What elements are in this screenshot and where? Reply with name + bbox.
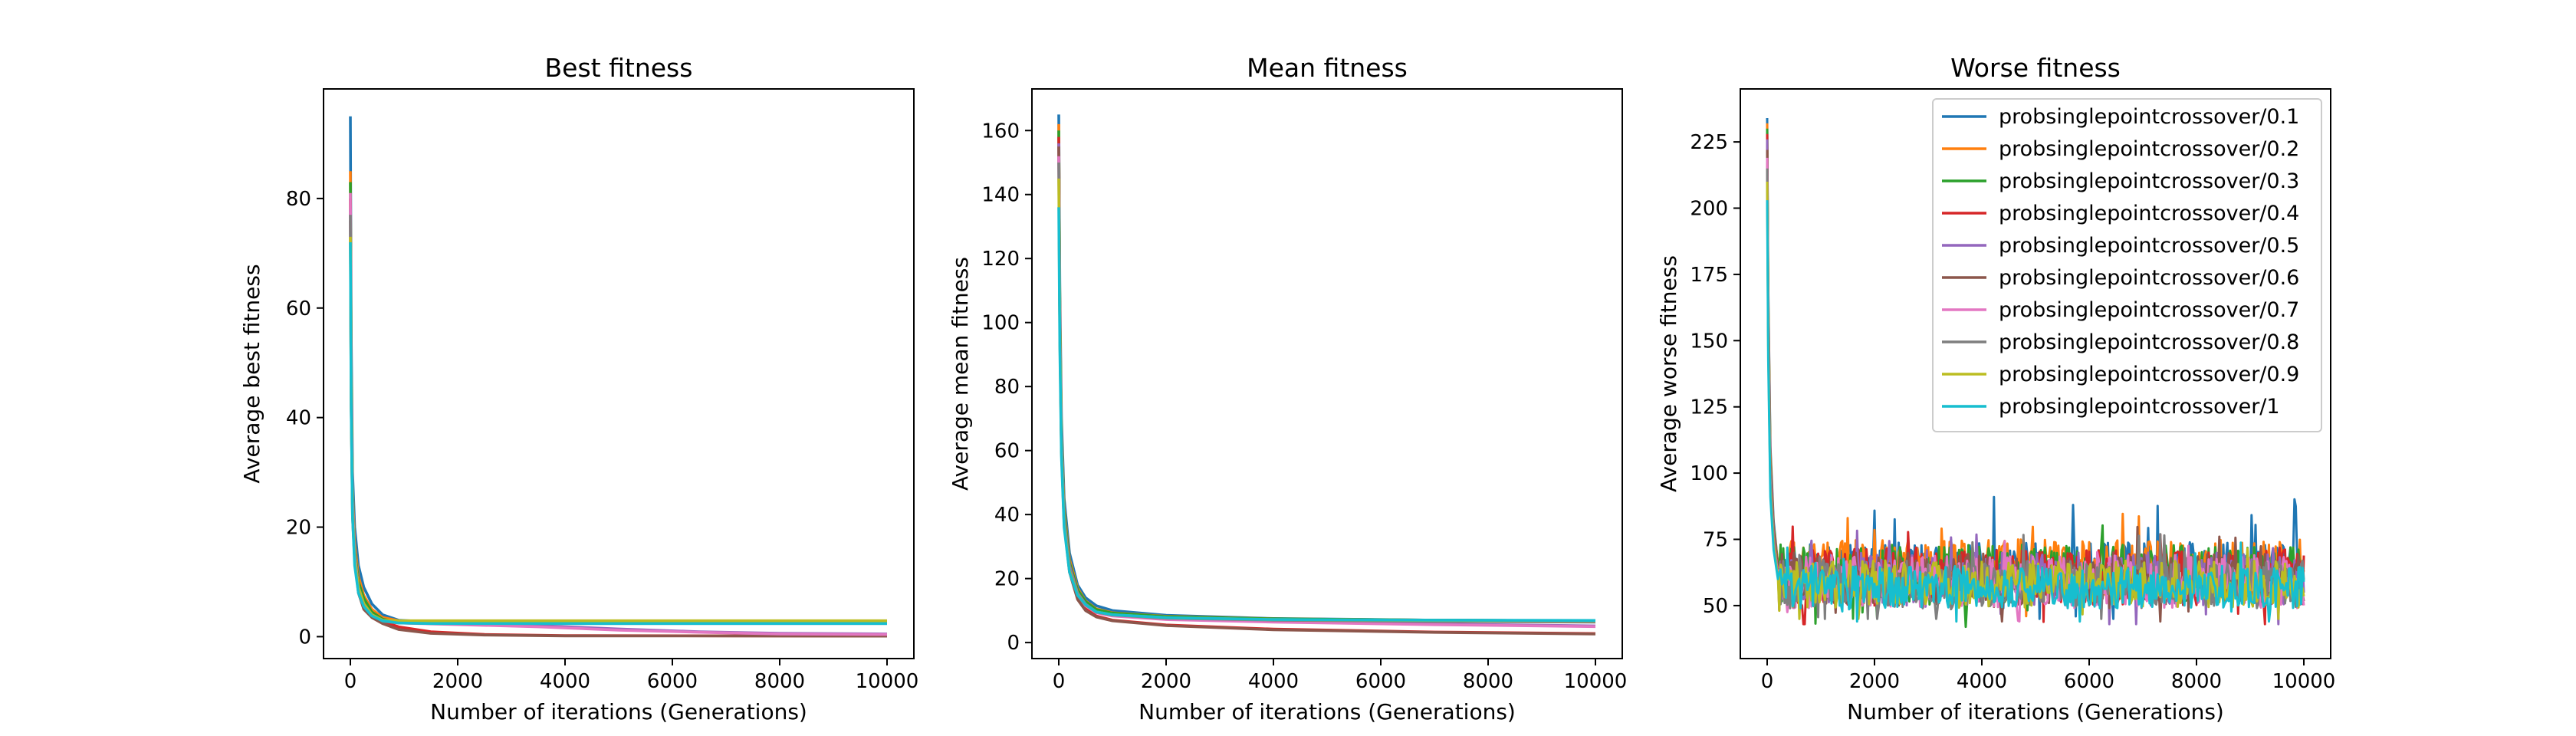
chart-title: Mean fitness [1247,53,1408,83]
series-group [349,116,888,638]
x-axis-label: Number of iterations (Generations) [1847,699,2224,724]
legend-entry: probsinglepointcrossover/0.6 [1999,266,2299,290]
x-tick-label: 2000 [1141,670,1191,693]
y-tick-label: 125 [1690,396,1728,419]
x-tick-label: 2000 [432,670,483,693]
plot-frame [323,88,915,659]
x-tick-label: 10000 [856,670,919,693]
x-axis-label: Number of iterations (Generations) [430,699,807,724]
series-group [1057,114,1596,636]
chart-panel-2: 0 2000 4000 6000 8000 10000 0 20 40 60 80 100 120 140… [948,53,1627,724]
chart-title: Best fitness [545,53,693,83]
legend-entry: probsinglepointcrossover/0.3 [1999,169,2299,193]
series-group [1766,117,2305,629]
y-tick-label: 0 [1007,632,1020,655]
series-line-10 [1057,207,1596,623]
y-tick-label: 20 [994,568,1020,591]
y-tick-label: 40 [994,504,1020,527]
x-tick-label: 6000 [647,670,698,693]
legend-entry: probsinglepointcrossover/0.1 [1999,105,2299,129]
x-tick-label: 0 [1053,670,1066,693]
x-tick-label: 8000 [754,670,805,693]
y-tick-label: 150 [1690,330,1728,353]
chart-panel-1: 0 2000 4000 6000 8000 10000 0 20 40 60 80 Best fitn… [239,53,918,724]
legend-entry: probsinglepointcrossover/0.8 [1999,330,2299,354]
y-tick-label: 100 [981,312,1020,335]
y-tick-label: 120 [981,248,1020,271]
plot-frame [1740,88,2331,659]
y-tick-label: 0 [298,626,311,649]
x-tick-label: 8000 [1463,670,1513,693]
y-tick-label: 80 [286,188,311,211]
y-axis-label: Average worse fitness [1656,255,1681,492]
y-tick-label: 100 [1690,462,1728,485]
legend-entry: probsinglepointcrossover/1 [1999,395,2280,419]
series-line-10 [1766,200,2305,623]
x-axis-label: Number of iterations (Generations) [1138,699,1516,724]
y-axis-label: Average mean fitness [948,257,973,491]
x-tick-label: 0 [1761,670,1774,693]
y-tick-label: 60 [994,440,1020,463]
x-tick-label: 4000 [1248,670,1299,693]
x-tick-label: 8000 [2171,670,2222,693]
legend-entry: probsinglepointcrossover/0.4 [1999,202,2299,225]
y-tick-label: 200 [1690,198,1728,221]
y-tick-label: 50 [1703,595,1728,618]
legend-entry: probsinglepointcrossover/0.2 [1999,137,2299,161]
legend-entry: probsinglepointcrossover/0.5 [1999,234,2299,258]
y-tick-label: 140 [981,184,1020,207]
legend-box [1932,98,2322,432]
chart-panel-3: 0 2000 4000 6000 8000 10000 50 75 100 125 150 175 20… [1656,53,2335,724]
plot-frame [1031,88,1623,659]
y-tick-label: 60 [286,297,311,320]
y-tick-label: 80 [994,376,1020,399]
x-tick-label: 0 [344,670,357,693]
legend-entry: probsinglepointcrossover/0.9 [1999,363,2299,386]
y-tick-label: 20 [286,517,311,540]
x-tick-label: 4000 [540,670,590,693]
x-tick-label: 6000 [2064,670,2114,693]
y-tick-label: 175 [1690,264,1728,287]
series-line-10 [349,242,887,626]
y-axis-label: Average best fitness [239,264,264,483]
legend-entry: probsinglepointcrossover/0.7 [1999,298,2299,322]
legend: probsinglepointcrossover/0.1 probsinglepo… [1932,98,2322,432]
x-tick-label: 2000 [1849,670,1900,693]
y-tick-label: 225 [1690,131,1728,154]
chart-title: Worse fitness [1950,53,2121,83]
y-tick-label: 75 [1703,528,1728,551]
x-tick-label: 10000 [1564,670,1628,693]
x-tick-label: 10000 [2272,670,2336,693]
x-tick-label: 4000 [1957,670,2007,693]
x-tick-label: 6000 [1355,670,1406,693]
y-tick-label: 40 [286,407,311,430]
y-tick-label: 160 [981,120,1020,143]
